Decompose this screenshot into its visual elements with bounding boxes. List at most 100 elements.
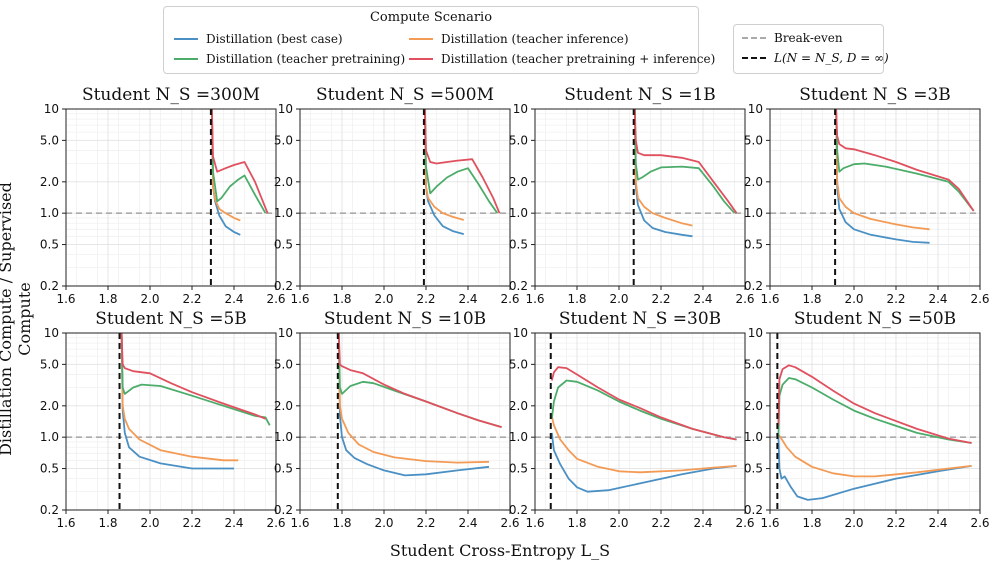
x-tick-label: 1.6: [290, 516, 309, 530]
x-tick-label: 2.4: [928, 516, 947, 530]
y-tick-label: 0.2: [40, 279, 59, 293]
x-tick-label: 2.0: [374, 292, 393, 306]
series-line-pretraining: [424, 109, 499, 214]
x-tick-label: 2.4: [224, 292, 243, 306]
legend-item-inference: Distillation (teacher inference): [409, 32, 629, 46]
y-tick-label: 1.0: [40, 430, 59, 444]
legend-swatch: [174, 58, 198, 60]
series-line-pretraining: [777, 377, 972, 444]
y-tick-label: 0.2: [274, 279, 293, 293]
series-line-pretraining: [633, 109, 736, 214]
legend-item-pretraining-inference: Distillation (teacher pretraining + infe…: [409, 52, 715, 66]
y-tick-label: 5.0: [40, 357, 59, 371]
x-tick-label: 2.4: [693, 516, 712, 530]
y-tick-label: 10: [278, 326, 293, 340]
series-line-best: [550, 432, 737, 493]
y-tick-label: 1.0: [509, 430, 528, 444]
series-line-inference: [337, 333, 490, 464]
x-tick-label: 1.6: [525, 516, 544, 530]
x-tick-label: 2.4: [224, 516, 243, 530]
y-tick-label: 5.0: [509, 133, 528, 147]
subplot-frame: [769, 108, 981, 287]
subplot-frame: [65, 108, 277, 287]
x-tick-label: 2.0: [609, 516, 628, 530]
x-tick-label: 1.6: [290, 292, 309, 306]
x-axis-label: Student Cross-Entropy L_S: [389, 541, 611, 560]
legend-swatch: [742, 37, 766, 39]
x-tick-label: 1.8: [802, 516, 821, 530]
subplot-7: 1.6 1.8 2.0 2.2 2.4 2.6 0.2 0.5 1.0 2.0 5.0 10: [509, 326, 755, 530]
series-line-best: [120, 333, 234, 470]
y-tick-label: 1.0: [744, 430, 763, 444]
subplot-frame: [65, 332, 277, 511]
legend-label: Distillation (teacher inference): [441, 32, 629, 46]
y-tick-label: 5.0: [274, 357, 293, 371]
x-tick-label: 1.8: [802, 292, 821, 306]
series-line-best: [337, 333, 490, 477]
x-tick-label: 2.2: [416, 516, 435, 530]
legend-label: Distillation (best case): [206, 32, 343, 46]
subplot-title: Student N_S =3B: [799, 85, 951, 105]
x-tick-label: 1.8: [332, 516, 351, 530]
subplot-frame: [769, 332, 981, 511]
x-tick-label: 2.6: [266, 516, 285, 530]
y-tick-label: 10: [513, 326, 528, 340]
y-tick-label: 5.0: [744, 133, 763, 147]
x-tick-label: 2.6: [500, 292, 519, 306]
legend-swatch: [409, 58, 433, 60]
x-tick-label: 2.6: [970, 516, 989, 530]
y-tick-label: 0.2: [40, 503, 59, 517]
subplot-frame: [534, 332, 746, 511]
series-line-pretraining-inference: [835, 109, 975, 212]
y-tick-label: 0.5: [509, 462, 528, 476]
series-line-pretraining: [337, 333, 502, 428]
subplot-title: Student N_S =50B: [793, 309, 957, 329]
legend-swatch: [174, 38, 198, 40]
series-line-pretraining-inference: [633, 109, 738, 214]
series-line-pretraining: [211, 109, 267, 214]
series-line-inference: [835, 109, 930, 231]
subplot-5: 1.6 1.8 2.0 2.2 2.4 2.6 0.2 0.5 1.0 2.0 5.0 10: [40, 326, 286, 530]
subplot-title: Student N_S =5B: [95, 309, 247, 329]
subplot-title: Student N_S =500M: [315, 85, 495, 105]
series-line-pretraining-inference: [777, 364, 972, 444]
y-tick-label: 0.5: [744, 462, 763, 476]
y-tick-label: 5.0: [274, 133, 293, 147]
y-tick-label: 0.5: [509, 238, 528, 252]
series-line-inference: [211, 109, 241, 222]
subplot-8: 1.6 1.8 2.0 2.2 2.4 2.6 0.2 0.5 1.0 2.0 5.0 10: [744, 326, 990, 530]
series-line-pretraining: [835, 109, 975, 212]
subplot-1: 1.6 1.8 2.0 2.2 2.4 2.6 0.2 0.5 1.0 2.0 5.0 10: [40, 102, 286, 306]
x-tick-label: 2.4: [693, 292, 712, 306]
x-tick-label: 2.2: [886, 516, 905, 530]
subplot-6: 1.6 1.8 2.0 2.2 2.4 2.6 0.2 0.5 1.0 2.0 5.0 10: [274, 326, 520, 530]
y-tick-label: 0.2: [274, 503, 293, 517]
y-tick-label: 2.0: [509, 175, 528, 189]
y-tick-label: 10: [278, 102, 293, 116]
series-line-best: [835, 109, 930, 244]
x-tick-label: 1.6: [760, 516, 779, 530]
legend-item-break-even: Break-even: [742, 31, 843, 45]
x-tick-label: 1.8: [567, 292, 586, 306]
x-tick-label: 2.0: [374, 516, 393, 530]
legend-item-pretraining: Distillation (teacher pretraining): [174, 52, 405, 66]
x-tick-label: 2.2: [651, 292, 670, 306]
series-line-inference: [633, 109, 693, 227]
x-tick-label: 2.0: [140, 516, 159, 530]
y-tick-label: 2.0: [274, 399, 293, 413]
x-tick-label: 1.6: [760, 292, 779, 306]
y-tick-label: 0.2: [509, 503, 528, 517]
legend-item-infinite-data-loss: L(N = N_S, D = ∞): [742, 51, 889, 65]
compute-scenario-legend: Compute Scenario Distillation (best case…: [163, 6, 715, 74]
legend-label: Break-even: [774, 31, 843, 45]
x-tick-label: 1.8: [98, 516, 117, 530]
y-tick-label: 1.0: [509, 206, 528, 220]
x-tick-label: 2.2: [416, 292, 435, 306]
x-tick-label: 1.8: [567, 516, 586, 530]
reference-legend: Break-even L(N = N_S, D = ∞): [733, 24, 889, 74]
series-line-pretraining-inference: [337, 333, 502, 428]
y-axis-label: Distillation Compute / Supervised Comput…: [0, 182, 34, 456]
y-tick-label: 10: [748, 326, 763, 340]
x-tick-label: 1.6: [56, 292, 75, 306]
